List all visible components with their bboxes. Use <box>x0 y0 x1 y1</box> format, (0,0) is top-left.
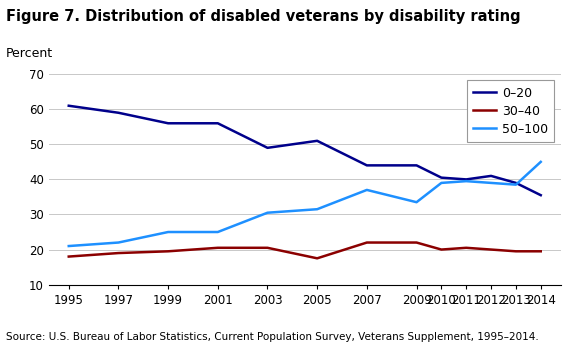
0–20 <box>512 181 519 185</box>
50–100 <box>488 181 494 185</box>
0–20 <box>164 121 171 125</box>
50–100 <box>363 188 370 192</box>
50–100 <box>264 211 271 215</box>
0–20 <box>413 163 420 167</box>
50–100 <box>314 207 321 211</box>
0–20 <box>438 176 445 180</box>
Text: Source: U.S. Bureau of Labor Statistics, Current Population Survey, Veterans Sup: Source: U.S. Bureau of Labor Statistics,… <box>6 332 539 342</box>
Legend: 0–20, 30–40, 50–100: 0–20, 30–40, 50–100 <box>467 80 554 142</box>
Text: Percent: Percent <box>6 47 53 60</box>
50–100 <box>438 181 445 185</box>
Line: 30–40: 30–40 <box>69 243 540 258</box>
30–40 <box>164 249 171 253</box>
30–40 <box>413 240 420 245</box>
30–40 <box>314 256 321 260</box>
0–20 <box>66 104 72 108</box>
30–40 <box>512 249 519 253</box>
Text: Figure 7. Distribution of disabled veterans by disability rating: Figure 7. Distribution of disabled veter… <box>6 9 520 23</box>
0–20 <box>115 111 122 115</box>
30–40 <box>463 246 470 250</box>
50–100 <box>413 200 420 204</box>
50–100 <box>512 183 519 187</box>
50–100 <box>537 160 544 164</box>
0–20 <box>363 163 370 167</box>
30–40 <box>214 246 221 250</box>
50–100 <box>66 244 72 248</box>
50–100 <box>463 179 470 183</box>
30–40 <box>363 240 370 245</box>
0–20 <box>214 121 221 125</box>
50–100 <box>214 230 221 234</box>
0–20 <box>488 174 494 178</box>
0–20 <box>314 139 321 143</box>
30–40 <box>537 249 544 253</box>
0–20 <box>264 146 271 150</box>
30–40 <box>66 255 72 259</box>
0–20 <box>463 177 470 181</box>
Line: 0–20: 0–20 <box>69 106 540 195</box>
30–40 <box>438 247 445 252</box>
50–100 <box>164 230 171 234</box>
30–40 <box>488 247 494 252</box>
50–100 <box>115 240 122 245</box>
30–40 <box>115 251 122 255</box>
0–20 <box>537 193 544 197</box>
30–40 <box>264 246 271 250</box>
Line: 50–100: 50–100 <box>69 162 540 246</box>
